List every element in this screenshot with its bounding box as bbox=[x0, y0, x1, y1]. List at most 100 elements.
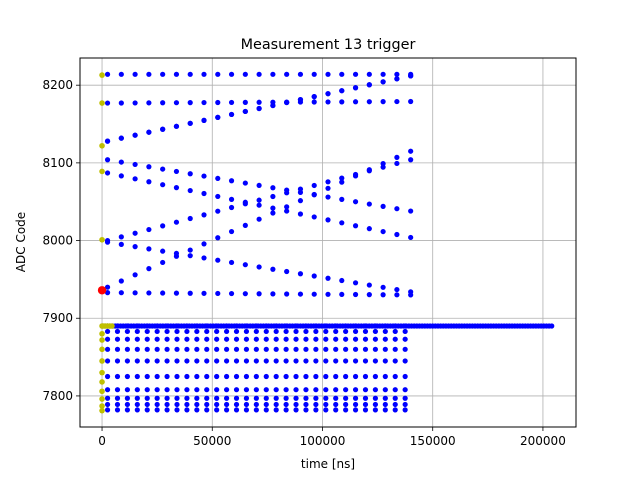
trigger-point bbox=[97, 286, 107, 295]
data-point bbox=[173, 123, 180, 129]
data-point bbox=[333, 395, 339, 401]
data-point bbox=[187, 253, 193, 259]
data-point bbox=[201, 99, 207, 106]
data-point bbox=[132, 132, 138, 138]
data-point bbox=[104, 336, 111, 342]
data-point bbox=[284, 99, 290, 106]
data-point bbox=[352, 323, 359, 329]
data-point bbox=[187, 120, 193, 126]
data-point bbox=[174, 336, 180, 342]
data-point bbox=[343, 407, 349, 413]
start-point bbox=[99, 396, 105, 402]
data-point bbox=[214, 336, 220, 342]
data-point bbox=[352, 373, 359, 380]
data-point bbox=[144, 387, 150, 393]
data-point bbox=[352, 85, 359, 91]
data-point bbox=[392, 407, 398, 413]
data-point bbox=[256, 197, 262, 203]
data-point bbox=[362, 401, 369, 408]
data-point bbox=[273, 387, 279, 393]
data-point bbox=[293, 323, 299, 329]
data-point bbox=[243, 323, 250, 329]
data-point bbox=[223, 401, 230, 408]
data-point bbox=[194, 395, 200, 401]
data-point bbox=[144, 407, 150, 413]
data-point bbox=[173, 71, 180, 77]
data-point bbox=[253, 328, 259, 335]
data-point bbox=[303, 336, 309, 342]
data-point bbox=[184, 336, 190, 342]
data-point bbox=[284, 71, 290, 77]
x-tick-label: 100000 bbox=[300, 434, 346, 448]
data-point bbox=[134, 346, 140, 352]
data-point bbox=[194, 336, 200, 342]
data-point bbox=[256, 99, 262, 105]
data-point bbox=[325, 91, 331, 97]
data-point bbox=[382, 387, 388, 393]
data-point bbox=[273, 328, 279, 335]
data-point bbox=[408, 208, 414, 214]
data-point bbox=[256, 105, 262, 112]
data-point bbox=[372, 387, 378, 393]
data-point bbox=[204, 328, 210, 335]
data-point bbox=[392, 373, 398, 380]
data-point bbox=[174, 373, 180, 380]
data-point bbox=[194, 387, 200, 393]
data-point bbox=[325, 275, 331, 281]
data-point bbox=[283, 358, 289, 364]
data-point bbox=[352, 71, 359, 77]
data-point bbox=[243, 336, 250, 342]
data-point bbox=[214, 401, 220, 408]
data-point bbox=[283, 328, 289, 335]
data-point bbox=[343, 336, 349, 342]
data-point bbox=[114, 346, 121, 352]
data-point bbox=[284, 190, 290, 196]
data-point bbox=[132, 176, 138, 182]
data-point bbox=[284, 208, 290, 214]
data-point bbox=[313, 387, 319, 393]
data-point bbox=[184, 328, 190, 335]
data-point bbox=[362, 395, 369, 401]
data-point bbox=[233, 328, 240, 335]
data-point bbox=[352, 387, 359, 393]
data-point bbox=[174, 407, 180, 413]
data-point bbox=[372, 395, 378, 401]
data-point bbox=[283, 401, 289, 408]
data-point bbox=[313, 336, 319, 342]
data-point bbox=[323, 346, 329, 352]
data-point bbox=[160, 100, 166, 106]
data-point bbox=[223, 346, 230, 352]
data-point bbox=[313, 401, 319, 408]
data-point bbox=[144, 323, 150, 329]
data-point bbox=[124, 346, 130, 352]
data-point bbox=[104, 407, 111, 413]
data-point bbox=[366, 226, 372, 232]
data-point bbox=[201, 255, 207, 261]
data-point bbox=[164, 328, 170, 335]
data-point bbox=[293, 395, 299, 401]
data-point bbox=[402, 336, 408, 342]
data-point bbox=[303, 407, 309, 413]
data-point bbox=[323, 336, 329, 342]
data-point bbox=[402, 358, 408, 364]
data-point bbox=[372, 358, 378, 364]
data-point bbox=[160, 290, 166, 296]
data-point bbox=[366, 201, 372, 207]
data-point bbox=[124, 323, 130, 329]
data-point bbox=[297, 198, 304, 204]
data-point bbox=[270, 102, 276, 109]
data-point bbox=[104, 239, 111, 245]
data-point bbox=[293, 373, 299, 380]
data-point bbox=[164, 401, 170, 408]
data-point bbox=[243, 358, 250, 364]
data-point bbox=[144, 346, 150, 352]
data-point bbox=[114, 323, 121, 329]
data-point bbox=[273, 346, 279, 352]
data-point bbox=[313, 323, 319, 329]
data-point bbox=[343, 395, 349, 401]
data-point bbox=[194, 401, 200, 408]
data-point bbox=[184, 395, 190, 401]
data-point bbox=[184, 346, 190, 352]
data-point bbox=[297, 271, 304, 277]
